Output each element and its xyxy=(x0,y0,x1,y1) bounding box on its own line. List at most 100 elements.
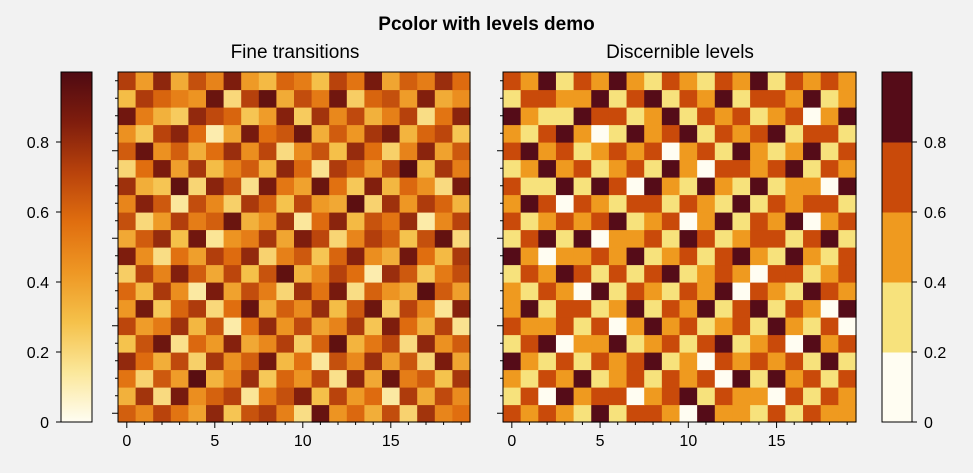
left-cell xyxy=(118,142,137,161)
right-cell xyxy=(714,177,734,196)
left-cell xyxy=(452,159,471,178)
left-cell xyxy=(346,72,365,91)
right-cell xyxy=(555,369,575,388)
left-cell xyxy=(188,387,207,406)
left-cell xyxy=(364,387,383,406)
right-cell xyxy=(697,124,716,143)
right-cell xyxy=(661,142,681,161)
left-cell xyxy=(294,194,313,213)
left-cell xyxy=(382,212,401,231)
left-cell xyxy=(153,107,172,126)
right-colorbar-segment xyxy=(882,142,912,213)
left-cell xyxy=(223,317,242,336)
left-cell xyxy=(346,142,365,161)
left-cell xyxy=(417,404,436,423)
left-cell xyxy=(276,177,295,196)
left-cell xyxy=(311,89,330,108)
right-cell xyxy=(644,247,663,266)
left-cell xyxy=(206,317,225,336)
left-cell xyxy=(417,369,436,388)
right-cell xyxy=(679,177,698,196)
right-cell xyxy=(520,264,539,283)
left-colorbar-frame xyxy=(60,71,93,423)
right-cell xyxy=(750,369,769,388)
left-cell xyxy=(417,317,436,336)
left-cell xyxy=(153,387,172,406)
left-cell xyxy=(170,404,189,423)
right-cell xyxy=(591,159,610,178)
right-cell xyxy=(714,404,734,423)
left-cell xyxy=(294,264,313,283)
right-cell xyxy=(520,369,539,388)
left-cell xyxy=(135,404,154,423)
left-cell xyxy=(329,369,348,388)
left-cell xyxy=(382,387,401,406)
left-cell xyxy=(329,159,348,178)
right-cell xyxy=(644,282,663,301)
right-cell xyxy=(714,334,734,353)
left-cell xyxy=(311,142,330,161)
left-cell xyxy=(258,369,277,388)
right-cell xyxy=(520,124,539,143)
left-cell xyxy=(311,299,330,318)
left-cell xyxy=(346,299,365,318)
right-cell xyxy=(555,247,575,266)
left-cell xyxy=(311,194,330,213)
left-cell xyxy=(135,264,154,283)
left-cell xyxy=(311,264,330,283)
right-cell xyxy=(803,352,822,371)
right-cell xyxy=(838,177,857,196)
left-cell xyxy=(135,142,154,161)
left-cell xyxy=(153,247,172,266)
right-cell xyxy=(538,159,557,178)
right-cell xyxy=(503,194,522,213)
left-heatmap xyxy=(118,72,471,423)
left-cell xyxy=(153,142,172,161)
right-cell xyxy=(573,369,592,388)
left-cell xyxy=(346,387,365,406)
right-cell xyxy=(555,229,575,248)
right-cell xyxy=(820,229,839,248)
right-cell xyxy=(838,404,857,423)
left-cell xyxy=(399,107,418,126)
right-cell xyxy=(697,282,716,301)
right-cell xyxy=(503,264,522,283)
right-cell xyxy=(591,264,610,283)
left-cell xyxy=(382,247,401,266)
left-cell xyxy=(276,72,295,91)
left-cell xyxy=(311,229,330,248)
left-cell xyxy=(364,159,383,178)
right-cell xyxy=(661,177,681,196)
left-cell xyxy=(170,159,189,178)
left-cell xyxy=(346,282,365,301)
left-cell xyxy=(258,142,277,161)
right-cell xyxy=(803,247,822,266)
right-cell xyxy=(714,89,734,108)
right-cell xyxy=(644,159,663,178)
left-cell xyxy=(135,124,154,143)
right-cell xyxy=(573,404,592,423)
right-cell xyxy=(785,247,804,266)
right-cell xyxy=(573,177,592,196)
right-cell xyxy=(555,404,575,423)
left-cell xyxy=(206,229,225,248)
right-cell xyxy=(503,404,522,423)
left-cell xyxy=(188,282,207,301)
right-cell xyxy=(573,229,592,248)
right-cell xyxy=(767,282,786,301)
left-cell xyxy=(346,404,365,423)
left-cell xyxy=(452,72,471,91)
right-cell xyxy=(644,177,663,196)
right-cell xyxy=(661,194,681,213)
left-cell xyxy=(434,177,453,196)
right-cell xyxy=(538,72,557,91)
right-cell xyxy=(626,212,645,231)
left-cell xyxy=(329,229,348,248)
right-cell xyxy=(820,89,839,108)
left-cell xyxy=(452,369,471,388)
right-cell xyxy=(520,177,539,196)
left-colorbar-tick-label: 0.4 xyxy=(27,275,49,292)
right-cell xyxy=(661,247,681,266)
right-cell xyxy=(714,247,734,266)
right-cell xyxy=(803,282,822,301)
